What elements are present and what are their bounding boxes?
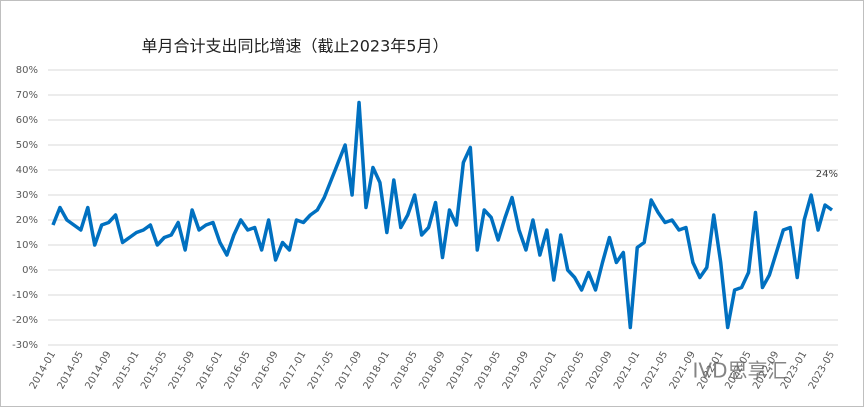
y-tick-label: 30% xyxy=(16,190,38,201)
y-tick-label: 10% xyxy=(16,240,38,251)
y-tick-label: 40% xyxy=(16,165,38,176)
y-tick-label: -30% xyxy=(12,340,38,351)
data-line xyxy=(51,100,834,330)
data-label: 24% xyxy=(816,169,838,180)
y-tick-label: 0% xyxy=(22,265,38,276)
y-tick-label: -20% xyxy=(12,315,38,326)
chart-title: 单月合计支出同比增速（截止2023年5月） xyxy=(142,37,449,56)
y-tick-label: 50% xyxy=(16,140,38,151)
y-tick-label: 70% xyxy=(16,90,38,101)
y-tick-label: -10% xyxy=(12,290,38,301)
watermark: IVD思享汇 xyxy=(693,359,788,383)
y-tick-label: 20% xyxy=(16,215,38,226)
y-tick-label: 60% xyxy=(16,115,38,126)
y-tick-label: 80% xyxy=(16,65,38,76)
